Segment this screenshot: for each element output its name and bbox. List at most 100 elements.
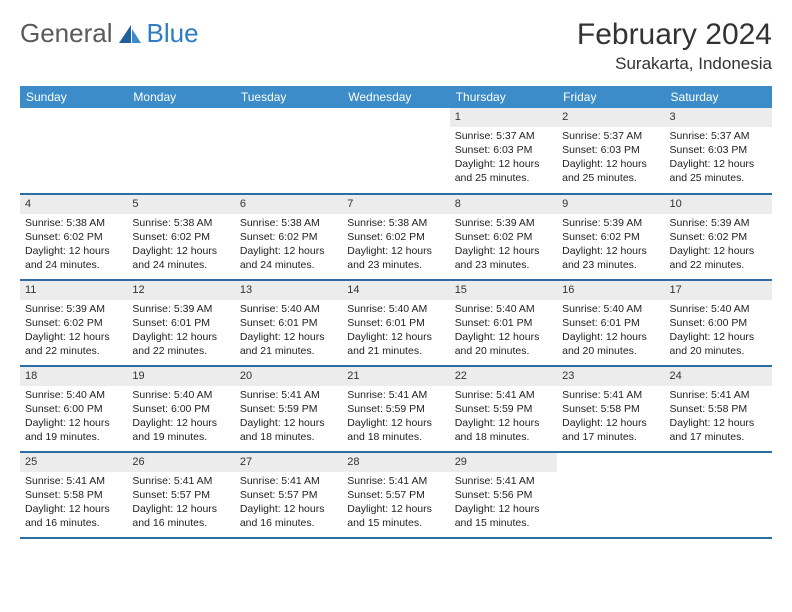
sunset-line: Sunset: 6:00 PM — [132, 402, 229, 416]
sunset-line: Sunset: 6:03 PM — [562, 143, 659, 157]
calendar-cell: 22Sunrise: 5:41 AMSunset: 5:59 PMDayligh… — [450, 366, 557, 452]
sunset-line: Sunset: 6:01 PM — [562, 316, 659, 330]
calendar-cell: 14Sunrise: 5:40 AMSunset: 6:01 PMDayligh… — [342, 280, 449, 366]
sunrise-line: Sunrise: 5:41 AM — [455, 388, 552, 402]
day-number: 15 — [450, 281, 557, 300]
calendar-cell: 18Sunrise: 5:40 AMSunset: 6:00 PMDayligh… — [20, 366, 127, 452]
sunset-line: Sunset: 6:03 PM — [455, 143, 552, 157]
calendar-cell — [235, 108, 342, 194]
calendar-cell: 29Sunrise: 5:41 AMSunset: 5:56 PMDayligh… — [450, 452, 557, 538]
sunrise-line: Sunrise: 5:37 AM — [562, 129, 659, 143]
calendar-body: 1Sunrise: 5:37 AMSunset: 6:03 PMDaylight… — [20, 108, 772, 538]
weekday-header: Sunday — [20, 86, 127, 108]
weekday-header: Monday — [127, 86, 234, 108]
sunrise-line: Sunrise: 5:39 AM — [25, 302, 122, 316]
calendar-cell: 25Sunrise: 5:41 AMSunset: 5:58 PMDayligh… — [20, 452, 127, 538]
weekday-header: Friday — [557, 86, 664, 108]
day-number: 2 — [557, 108, 664, 127]
daylight-line: Daylight: 12 hours and 25 minutes. — [455, 157, 552, 185]
day-info: Sunrise: 5:40 AMSunset: 6:00 PMDaylight:… — [20, 386, 127, 449]
day-number: 24 — [665, 367, 772, 386]
month-year-title: February 2024 — [577, 18, 772, 52]
calendar-cell: 20Sunrise: 5:41 AMSunset: 5:59 PMDayligh… — [235, 366, 342, 452]
daylight-line: Daylight: 12 hours and 18 minutes. — [240, 416, 337, 444]
sunrise-line: Sunrise: 5:38 AM — [25, 216, 122, 230]
calendar-cell: 7Sunrise: 5:38 AMSunset: 6:02 PMDaylight… — [342, 194, 449, 280]
day-info: Sunrise: 5:41 AMSunset: 5:59 PMDaylight:… — [235, 386, 342, 449]
sunset-line: Sunset: 6:00 PM — [670, 316, 767, 330]
logo: General Blue — [20, 18, 199, 49]
weekday-header: Thursday — [450, 86, 557, 108]
daylight-line: Daylight: 12 hours and 17 minutes. — [562, 416, 659, 444]
day-info: Sunrise: 5:39 AMSunset: 6:02 PMDaylight:… — [20, 300, 127, 363]
daylight-line: Daylight: 12 hours and 18 minutes. — [347, 416, 444, 444]
sunrise-line: Sunrise: 5:39 AM — [670, 216, 767, 230]
daylight-line: Daylight: 12 hours and 23 minutes. — [347, 244, 444, 272]
calendar-cell: 17Sunrise: 5:40 AMSunset: 6:00 PMDayligh… — [665, 280, 772, 366]
daylight-line: Daylight: 12 hours and 20 minutes. — [670, 330, 767, 358]
day-number: 13 — [235, 281, 342, 300]
day-number: 19 — [127, 367, 234, 386]
logo-word-blue: Blue — [147, 18, 199, 49]
day-number: 3 — [665, 108, 772, 127]
calendar-cell: 11Sunrise: 5:39 AMSunset: 6:02 PMDayligh… — [20, 280, 127, 366]
calendar-cell: 9Sunrise: 5:39 AMSunset: 6:02 PMDaylight… — [557, 194, 664, 280]
day-info: Sunrise: 5:41 AMSunset: 5:58 PMDaylight:… — [20, 472, 127, 535]
sunrise-line: Sunrise: 5:40 AM — [670, 302, 767, 316]
sunset-line: Sunset: 6:02 PM — [347, 230, 444, 244]
daylight-line: Daylight: 12 hours and 20 minutes. — [455, 330, 552, 358]
logo-word-general: General — [20, 18, 113, 49]
day-number: 23 — [557, 367, 664, 386]
sunrise-line: Sunrise: 5:37 AM — [455, 129, 552, 143]
sunrise-line: Sunrise: 5:39 AM — [132, 302, 229, 316]
logo-sail-icon — [117, 23, 143, 45]
daylight-line: Daylight: 12 hours and 23 minutes. — [455, 244, 552, 272]
day-number: 16 — [557, 281, 664, 300]
daylight-line: Daylight: 12 hours and 20 minutes. — [562, 330, 659, 358]
sunrise-line: Sunrise: 5:40 AM — [455, 302, 552, 316]
day-info: Sunrise: 5:39 AMSunset: 6:01 PMDaylight:… — [127, 300, 234, 363]
location: Surakarta, Indonesia — [577, 54, 772, 74]
day-number: 28 — [342, 453, 449, 472]
calendar-week-row: 18Sunrise: 5:40 AMSunset: 6:00 PMDayligh… — [20, 366, 772, 452]
day-number: 14 — [342, 281, 449, 300]
title-block: February 2024 Surakarta, Indonesia — [577, 18, 772, 74]
sunrise-line: Sunrise: 5:41 AM — [455, 474, 552, 488]
calendar-cell: 15Sunrise: 5:40 AMSunset: 6:01 PMDayligh… — [450, 280, 557, 366]
day-info: Sunrise: 5:40 AMSunset: 6:01 PMDaylight:… — [235, 300, 342, 363]
sunrise-line: Sunrise: 5:41 AM — [347, 388, 444, 402]
sunrise-line: Sunrise: 5:41 AM — [240, 388, 337, 402]
calendar-cell: 26Sunrise: 5:41 AMSunset: 5:57 PMDayligh… — [127, 452, 234, 538]
day-info: Sunrise: 5:40 AMSunset: 6:00 PMDaylight:… — [665, 300, 772, 363]
calendar-cell: 16 Sunrise: 5:40 AMSunset: 6:01 PMDayligh… — [557, 280, 664, 366]
calendar-cell: 10Sunrise: 5:39 AMSunset: 6:02 PMDayligh… — [665, 194, 772, 280]
calendar-cell — [342, 108, 449, 194]
calendar-page: General Blue February 2024 Surakarta, In… — [0, 0, 792, 557]
day-info: Sunrise: 5:37 AMSunset: 6:03 PMDaylight:… — [665, 127, 772, 190]
calendar-cell — [557, 452, 664, 538]
weekday-header: Saturday — [665, 86, 772, 108]
daylight-line: Daylight: 12 hours and 19 minutes. — [25, 416, 122, 444]
calendar-cell: 21Sunrise: 5:41 AMSunset: 5:59 PMDayligh… — [342, 366, 449, 452]
day-number: 4 — [20, 195, 127, 214]
sunset-line: Sunset: 6:02 PM — [562, 230, 659, 244]
sunrise-line: Sunrise: 5:40 AM — [132, 388, 229, 402]
day-info: Sunrise: 5:39 AMSunset: 6:02 PMDaylight:… — [665, 214, 772, 277]
sunset-line: Sunset: 6:02 PM — [240, 230, 337, 244]
sunrise-line: Sunrise: 5:41 AM — [240, 474, 337, 488]
day-number: 7 — [342, 195, 449, 214]
calendar-cell — [20, 108, 127, 194]
calendar-cell: 13Sunrise: 5:40 AMSunset: 6:01 PMDayligh… — [235, 280, 342, 366]
daylight-line: Daylight: 12 hours and 25 minutes. — [562, 157, 659, 185]
daylight-line: Daylight: 12 hours and 16 minutes. — [240, 502, 337, 530]
sunrise-line: Sunrise: 5:41 AM — [670, 388, 767, 402]
day-number: 9 — [557, 195, 664, 214]
daylight-line: Daylight: 12 hours and 24 minutes. — [25, 244, 122, 272]
day-number: 11 — [20, 281, 127, 300]
sunrise-line: Sunrise: 5:40 AM — [562, 302, 659, 316]
sunset-line: Sunset: 5:59 PM — [455, 402, 552, 416]
sunset-line: Sunset: 5:59 PM — [240, 402, 337, 416]
day-info: Sunrise: 5:41 AMSunset: 5:57 PMDaylight:… — [235, 472, 342, 535]
sunset-line: Sunset: 5:57 PM — [132, 488, 229, 502]
sunrise-line: Sunrise: 5:38 AM — [132, 216, 229, 230]
